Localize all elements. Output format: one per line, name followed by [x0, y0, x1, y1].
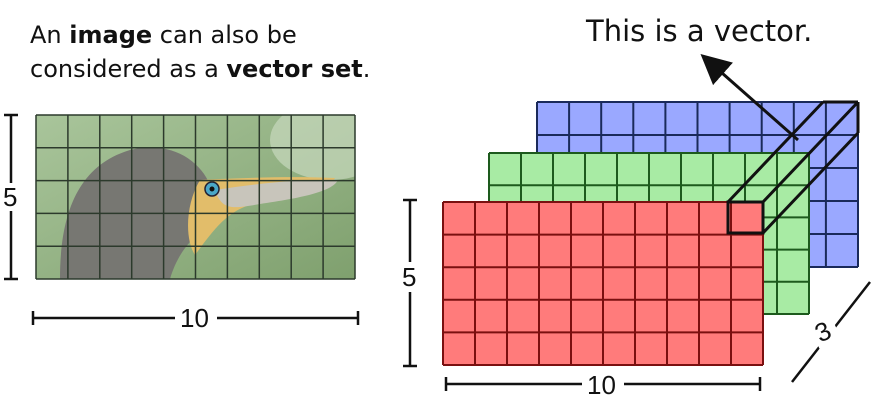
vector-front-face: [726, 200, 765, 235]
tensor-height-label-bg: [399, 262, 421, 292]
bird-pupil: [209, 186, 215, 192]
vector-edge-bottom-right: [761, 131, 860, 235]
photo-grid: [35, 114, 356, 280]
width-label-bg: [175, 302, 217, 332]
photo-width-label: 10: [180, 303, 209, 333]
caption-line-1: An image can also be: [30, 21, 297, 49]
bird-photo: [35, 114, 356, 280]
tensor-depth-label-bg: [806, 311, 842, 349]
vector-label: This is a vector.: [586, 14, 813, 48]
highlighted-vector: [726, 100, 860, 235]
tensor-width-label: 10: [587, 370, 616, 400]
photo-highlight: [270, 115, 355, 180]
photo-width-dimension: 10: [31, 302, 360, 333]
vector-arrow: [700, 54, 799, 142]
red-channel-grid: [442, 201, 764, 366]
vector-edge-top-right: [761, 100, 860, 204]
tensor-height-dimension: 5: [399, 198, 421, 368]
caption-line-2: considered as a vector set.: [30, 55, 371, 83]
rgb-tensor: [442, 101, 859, 366]
tensor-width-dimension: 10: [444, 369, 762, 400]
photo-height-label: 5: [3, 182, 17, 212]
tensor-width-label-bg: [582, 369, 624, 399]
tensor-height-label: 5: [402, 262, 416, 292]
vector-edge-top-left: [726, 100, 825, 204]
photo-height-dimension: 5: [0, 113, 20, 281]
height-label-bg: [0, 183, 20, 211]
image-caption: An image can also be considered as a vec…: [30, 18, 370, 86]
bird-beak: [215, 179, 338, 208]
tensor-depth-dimension: 3: [791, 281, 871, 383]
